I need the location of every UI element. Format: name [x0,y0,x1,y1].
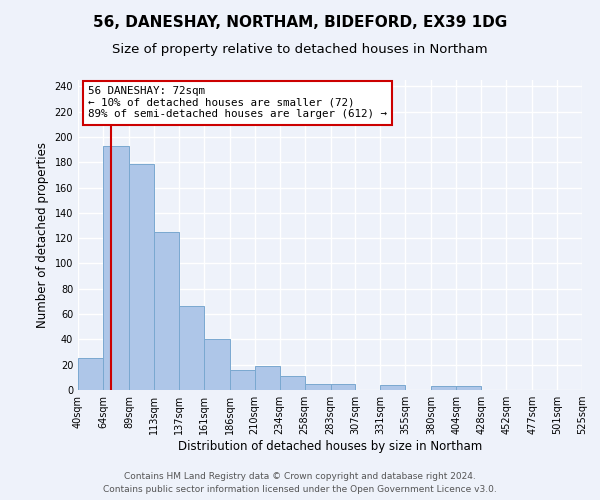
Bar [129,164,154,390]
Text: Contains public sector information licensed under the Open Government Licence v3: Contains public sector information licen… [103,485,497,494]
Bar [103,146,129,390]
Bar [431,386,456,390]
Bar [380,385,406,390]
Bar [230,370,254,390]
Bar [305,384,331,390]
Bar [179,306,204,390]
Bar [331,384,355,390]
Bar [154,232,179,390]
Bar [456,386,481,390]
Bar [78,358,103,390]
Text: Size of property relative to detached houses in Northam: Size of property relative to detached ho… [112,42,488,56]
X-axis label: Distribution of detached houses by size in Northam: Distribution of detached houses by size … [178,440,482,453]
Bar [280,376,305,390]
Text: 56 DANESHAY: 72sqm
← 10% of detached houses are smaller (72)
89% of semi-detache: 56 DANESHAY: 72sqm ← 10% of detached hou… [88,86,387,120]
Bar [254,366,280,390]
Bar [204,340,230,390]
Text: 56, DANESHAY, NORTHAM, BIDEFORD, EX39 1DG: 56, DANESHAY, NORTHAM, BIDEFORD, EX39 1D… [93,15,507,30]
Text: Contains HM Land Registry data © Crown copyright and database right 2024.: Contains HM Land Registry data © Crown c… [124,472,476,481]
Y-axis label: Number of detached properties: Number of detached properties [36,142,49,328]
